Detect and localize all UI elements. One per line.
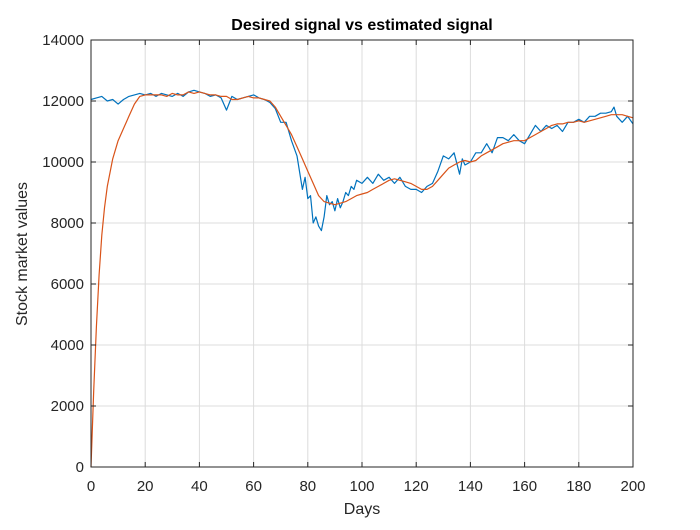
- x-tick-label: 100: [349, 478, 374, 495]
- x-tick-label: 0: [87, 478, 95, 495]
- y-tick-label: 0: [76, 459, 84, 476]
- series-line-1: [90, 89, 634, 232]
- x-tick-label: 120: [404, 478, 429, 495]
- x-tick-label: 140: [458, 478, 483, 495]
- x-tick-label: 160: [512, 478, 537, 495]
- y-tick-label: 6000: [51, 276, 84, 293]
- series-layer: [90, 89, 634, 468]
- y-tick-label: 2000: [51, 398, 84, 415]
- x-tick-label: 180: [566, 478, 591, 495]
- x-tick-label: 80: [299, 478, 316, 495]
- y-tick-label: 10000: [42, 154, 84, 171]
- chart-title: Desired signal vs estimated signal: [231, 17, 492, 34]
- y-tick-label: 8000: [51, 215, 84, 232]
- y-tick-label: 12000: [42, 93, 84, 110]
- x-tick-label: 40: [191, 478, 208, 495]
- x-axis-title: Days: [344, 501, 380, 518]
- x-tick-label: 60: [245, 478, 262, 495]
- y-tick-label: 4000: [51, 337, 84, 354]
- y-tick-label: 14000: [42, 32, 84, 49]
- series-line-2: [90, 91, 634, 468]
- tick-layer: 0 20 40 60 80 100 120 140 160 180 2000200040006000…: [42, 32, 645, 495]
- y-axis-title: Stock market values: [14, 182, 31, 326]
- x-tick-label: 20: [137, 478, 154, 495]
- x-tick-label: 200: [620, 478, 645, 495]
